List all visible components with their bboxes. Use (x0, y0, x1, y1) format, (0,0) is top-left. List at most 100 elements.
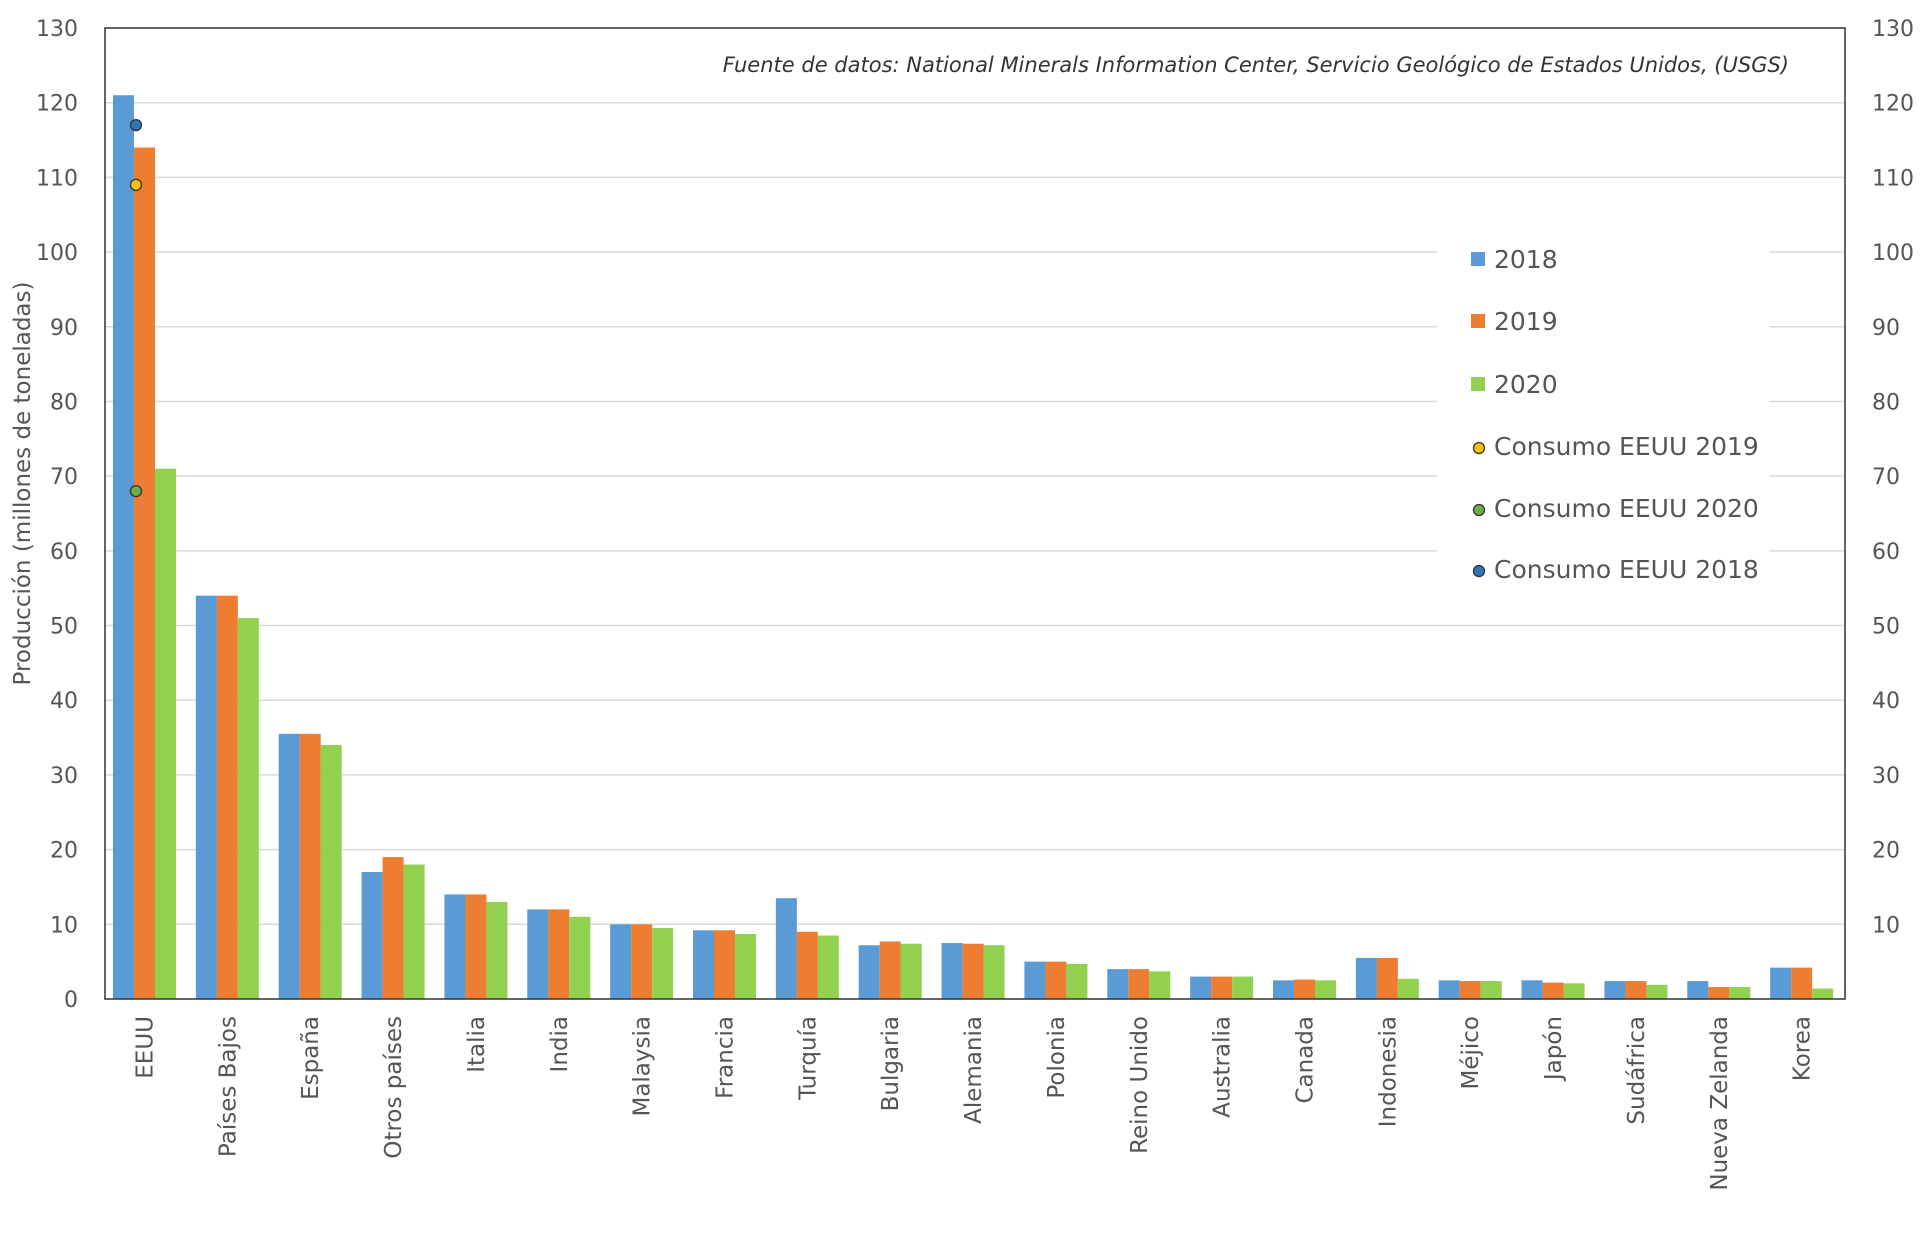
bars (113, 95, 1834, 1000)
bar-2018 (1770, 967, 1792, 999)
bar-2019 (1459, 981, 1481, 999)
right-tick-label: 110 (1872, 166, 1914, 191)
left-tick-label: 30 (50, 764, 78, 789)
left-tick-label: 40 (50, 689, 78, 714)
category-label: Méjico (1458, 1016, 1484, 1090)
legend-swatch (1471, 252, 1485, 266)
bar-2019 (1791, 967, 1813, 999)
category-label: Canada (1293, 1016, 1319, 1104)
bar-2018 (1521, 980, 1543, 999)
plot-frame (104, 27, 1846, 1000)
left-tick-label: 100 (36, 241, 78, 266)
right-tick-label: 50 (1872, 615, 1900, 640)
left-tick-label: 120 (36, 92, 78, 117)
legend-dot (1472, 564, 1486, 578)
bar-2018 (444, 894, 466, 999)
category-label: Nueva Zelanda (1707, 1016, 1733, 1191)
bar-2019 (714, 930, 735, 999)
bar-2020 (900, 943, 922, 999)
left-axis-ticks: 0 10 20 30 40 50 60 70 80 90 100 110 120 130 (36, 17, 78, 1013)
right-tick-label: 70 (1872, 465, 1900, 490)
left-tick-label: 130 (36, 17, 78, 42)
marker-consumo-eeuu-2019 (129, 178, 143, 192)
bar-2018 (1273, 980, 1294, 999)
category-label: India (547, 1016, 573, 1072)
bar-2018 (361, 872, 383, 999)
bar-2019 (1708, 987, 1730, 999)
bar-2020 (1729, 987, 1751, 999)
y-axis-label: Producción (millones de toneladas) (10, 282, 36, 686)
bar-2020 (1397, 978, 1419, 999)
category-label: Francia (713, 1016, 739, 1099)
marker-consumo-eeuu-2018 (129, 118, 143, 132)
category-label: EEUU (133, 1016, 159, 1079)
bar-2020 (1480, 981, 1502, 999)
bar-2019 (299, 733, 321, 999)
left-tick-label: 110 (36, 166, 78, 191)
bar-2018 (195, 595, 217, 999)
bar-2018 (610, 924, 632, 999)
category-label: Malaysia (630, 1016, 656, 1117)
bar-2018 (1438, 980, 1460, 999)
bar-2019 (134, 147, 155, 999)
bar-2020 (735, 934, 756, 999)
bar-2019 (1045, 961, 1067, 999)
bar-2020 (1563, 983, 1585, 999)
bar-2019 (1128, 969, 1150, 999)
bar-2019 (1542, 982, 1564, 999)
bar-2019 (1211, 976, 1233, 999)
bar-2018 (1355, 957, 1377, 999)
bar-2020 (1812, 988, 1834, 999)
bar-2018 (858, 945, 880, 999)
bar-2018 (113, 95, 134, 999)
right-tick-label: 60 (1872, 540, 1900, 565)
left-tick-label: 20 (50, 839, 78, 864)
bar-2020 (1066, 963, 1088, 999)
legend-label: Consumo EEUU 2020 (1494, 494, 1759, 523)
bar-2020 (1232, 976, 1254, 999)
left-tick-label: 90 (50, 316, 78, 341)
category-label: Alemania (961, 1016, 987, 1124)
bar-2019 (962, 943, 984, 999)
right-tick-label: 80 (1872, 390, 1900, 415)
bar-2018 (1024, 961, 1046, 999)
category-label: Sudáfrica (1624, 1016, 1650, 1125)
category-labels: EEUU Países Bajos España Otros países Italia… (133, 1016, 1816, 1191)
bar-2020 (237, 618, 259, 999)
bar-2018 (1107, 969, 1129, 999)
right-tick-label: 90 (1872, 316, 1900, 341)
source-note: Fuente de datos: National Minerals Infor… (723, 53, 1789, 77)
category-label: Bulgaria (878, 1016, 904, 1111)
bar-2018 (1687, 981, 1709, 999)
bar-2019 (879, 941, 901, 999)
legend-label: Consumo EEUU 2019 (1494, 432, 1759, 461)
bar-2020 (320, 745, 342, 999)
left-tick-label: 10 (50, 913, 78, 938)
bar-2019 (465, 894, 487, 999)
bar-2020 (1149, 971, 1171, 999)
legend-swatch (1471, 377, 1485, 391)
left-tick-label: 80 (50, 390, 78, 415)
bar-2019 (1294, 979, 1315, 999)
bar-2020 (1646, 984, 1668, 999)
left-tick-label: 50 (50, 615, 78, 640)
legend-label: 2018 (1494, 245, 1558, 274)
bar-2020 (983, 945, 1005, 999)
category-label: Países Bajos (215, 1016, 241, 1157)
bar-2019 (631, 924, 653, 999)
bar-2019 (796, 931, 818, 999)
right-tick-label: 40 (1872, 689, 1900, 714)
bar-2018 (1190, 976, 1212, 999)
legend: 2018 2019 2020 Consumo EEUU 2019 Consumo EEU… (1437, 238, 1769, 590)
left-tick-label: 70 (50, 465, 78, 490)
right-tick-label: 30 (1872, 764, 1900, 789)
bar-2018 (693, 930, 714, 999)
category-label: Italia (464, 1016, 490, 1073)
bar-2018 (941, 942, 963, 999)
marker-consumo-eeuu-2020 (129, 484, 143, 498)
category-label: Japón (1541, 1016, 1567, 1082)
category-label: Indonesia (1375, 1016, 1401, 1127)
right-tick-label: 20 (1872, 839, 1900, 864)
right-axis-ticks: 10 20 30 40 50 60 70 80 90 100 110 120 130 (1872, 17, 1914, 938)
